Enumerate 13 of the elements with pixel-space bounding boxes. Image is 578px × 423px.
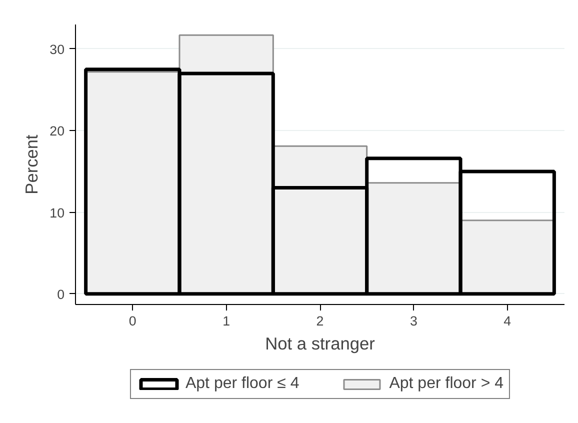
y-tick-label: 0 [57,286,65,302]
x-tick-label: 0 [128,314,136,328]
y-tick-label: 30 [50,42,65,57]
legend-label: Apt per floor > 4 [389,375,504,393]
x-tick-label: 4 [504,314,512,328]
legend-label: Apt per floor ≤ 4 [185,375,300,393]
y-axis-title: Percent [22,134,42,194]
y-tick-label: 20 [50,124,65,139]
x-tick-label: 1 [222,314,230,328]
y-tick-label: 10 [50,205,65,220]
x-axis-title: Not a stranger [265,334,376,354]
x-tick-label: 2 [316,314,324,328]
x-tick-label: 3 [410,314,418,328]
